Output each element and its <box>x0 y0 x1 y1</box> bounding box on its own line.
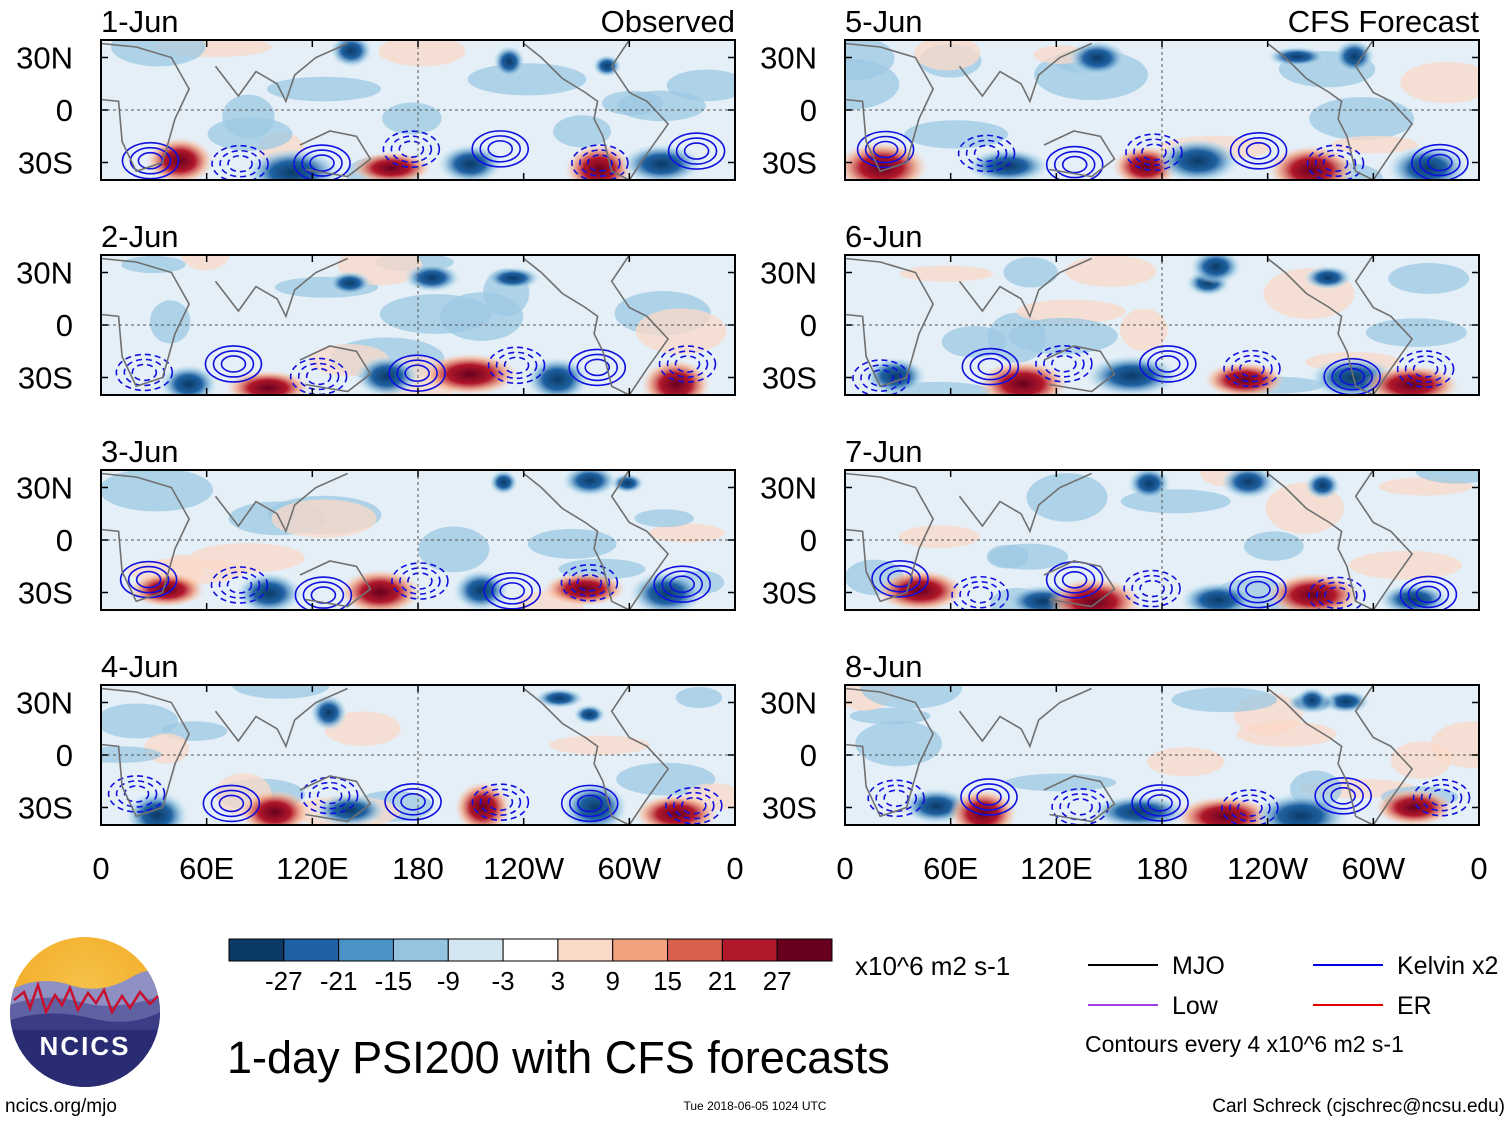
colorbar-tick-label: -27 <box>265 966 303 996</box>
figure-title: 1-day PSI200 with CFS forecasts <box>227 1032 890 1083</box>
lat-tick-label: 30S <box>18 146 73 181</box>
lat-tick-label: 30N <box>760 686 817 721</box>
colorbar-swatch <box>283 938 340 962</box>
colorbar-swatch <box>667 938 723 962</box>
lat-tick-label: 30S <box>762 146 817 181</box>
colorbar-swatch <box>228 938 285 962</box>
map-panels: 1-Jun Observed 30N 0 30S 2-Jun 30N 0 30S 3-Jun 30N… <box>16 4 1488 886</box>
colorbar-swatch <box>721 938 778 962</box>
lon-tick-label: 180 <box>392 851 444 886</box>
panel-date-label: 3-Jun <box>101 434 179 469</box>
panel-date-label: 6-Jun <box>845 219 923 254</box>
lat-tick-label: 30N <box>760 41 817 76</box>
lon-tick-label: 120E <box>1020 851 1092 886</box>
panel-8-jun: 8-Jun 30N 0 30S 0 60E 120E 180 120W 60W 0 <box>760 649 1488 886</box>
colorbar-tick-label: 27 <box>763 966 792 996</box>
colorbar-swatch <box>338 938 394 962</box>
panel-date-label: 7-Jun <box>845 434 923 469</box>
colorbar-units: x10^6 m2 s-1 <box>855 951 1010 981</box>
logo-text: NCICS <box>40 1031 131 1061</box>
lat-tick-label: 0 <box>56 93 73 128</box>
lon-tick-label: 0 <box>92 851 109 886</box>
lat-tick-label: 0 <box>800 93 817 128</box>
colorbar-swatch <box>502 938 559 962</box>
colorbar-swatch <box>557 938 614 962</box>
colorbar-tick-label: 15 <box>653 966 682 996</box>
lat-tick-label: 30S <box>762 576 817 611</box>
panel-date-label: 5-Jun <box>845 4 923 39</box>
panel-date-label: 2-Jun <box>101 219 179 254</box>
lat-tick-label: 30S <box>18 791 73 826</box>
lat-tick-label: 0 <box>56 523 73 558</box>
legend-label: Kelvin x2 <box>1397 952 1498 980</box>
panel-1-jun: 1-Jun Observed 30N 0 30S <box>16 4 736 181</box>
lat-tick-label: 30S <box>762 361 817 396</box>
lat-tick-label: 0 <box>56 308 73 343</box>
forecast-column-label: CFS Forecast <box>1288 4 1480 39</box>
footer-credit: Carl Schreck (cjschrec@ncsu.edu) <box>1212 1096 1505 1117</box>
lon-tick-label: 0 <box>726 851 743 886</box>
panel-date-label: 4-Jun <box>101 649 179 684</box>
footer-timestamp: Tue 2018-06-05 1024 UTC <box>684 1099 827 1113</box>
colorbar-tick-label: 9 <box>605 966 619 996</box>
panel-2-jun: 2-Jun 30N 0 30S <box>16 219 736 396</box>
lon-tick-label: 60E <box>923 851 978 886</box>
lon-tick-label: 0 <box>836 851 853 886</box>
colorbar-swatch <box>447 938 504 962</box>
colorbar-tick-label: -21 <box>320 966 358 996</box>
panel-date-label: 1-Jun <box>101 4 179 39</box>
colorbar-tick-label: -3 <box>492 966 515 996</box>
legend-label: Low <box>1172 992 1219 1020</box>
lon-tick-label: 120E <box>276 851 348 886</box>
lon-tick-label: 60W <box>597 851 661 886</box>
panel-3-jun: 3-Jun 30N 0 30S <box>16 434 736 611</box>
colorbar-swatch <box>776 938 833 962</box>
lon-tick-label: 120W <box>483 851 565 886</box>
lat-tick-label: 0 <box>800 738 817 773</box>
lon-tick-label: 120W <box>1227 851 1309 886</box>
contour-note: Contours every 4 x10^6 m2 s-1 <box>1085 1031 1404 1057</box>
legend: MJO Kelvin x2 Low ER <box>1088 952 1498 1020</box>
observed-column-label: Observed <box>601 4 735 39</box>
lat-tick-label: 0 <box>56 738 73 773</box>
lat-tick-label: 30N <box>16 256 73 291</box>
lon-tick-label: 60E <box>179 851 234 886</box>
lat-tick-label: 0 <box>800 523 817 558</box>
lon-tick-label: 60W <box>1341 851 1405 886</box>
panel-6-jun: 6-Jun 30N 0 30S <box>760 219 1480 396</box>
legend-label: ER <box>1397 992 1432 1020</box>
panel-date-label: 8-Jun <box>845 649 923 684</box>
lat-tick-label: 30S <box>762 791 817 826</box>
lat-tick-label: 30N <box>16 686 73 721</box>
colorbar-swatch <box>392 938 449 962</box>
colorbar-tick-label: 3 <box>551 966 565 996</box>
colorbar-tick-label: 21 <box>708 966 737 996</box>
lat-tick-label: 30N <box>760 471 817 506</box>
colorbar-swatch <box>612 938 669 962</box>
panel-4-jun: 4-Jun 30N 0 30S 0 60E 120E 180 120W 60W 0 <box>16 649 744 886</box>
colorbar-tick-label: -9 <box>437 966 460 996</box>
footer-url: ncics.org/mjo <box>5 1096 117 1117</box>
lat-tick-label: 30N <box>16 471 73 506</box>
lat-tick-label: 0 <box>800 308 817 343</box>
lat-tick-label: 30N <box>16 41 73 76</box>
panel-5-jun: 5-Jun CFS Forecast 30N 0 30S <box>760 4 1480 181</box>
legend-label: MJO <box>1172 952 1225 980</box>
colorbar-tick-label: -15 <box>375 966 413 996</box>
lon-tick-label: 0 <box>1470 851 1487 886</box>
ncics-logo: NCICS <box>10 937 160 1087</box>
lon-tick-label: 180 <box>1136 851 1188 886</box>
panel-7-jun: 7-Jun 30N 0 30S <box>760 434 1480 611</box>
lat-tick-label: 30S <box>18 576 73 611</box>
lat-tick-label: 30S <box>18 361 73 396</box>
lat-tick-label: 30N <box>760 256 817 291</box>
colorbar: -27 -21 -15 -9 -3 3 9 15 21 27 <box>228 938 833 996</box>
